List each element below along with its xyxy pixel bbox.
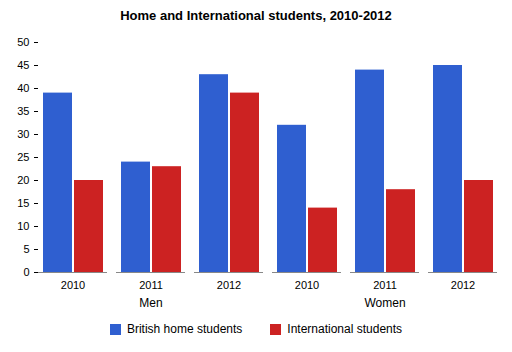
svg-text:2011: 2011 [139, 279, 163, 291]
svg-text:0: 0 [23, 266, 29, 278]
svg-text:2010: 2010 [295, 279, 319, 291]
svg-text:2011: 2011 [373, 279, 397, 291]
html-text:Home and International student: Home and International students, 2010-20… [120, 8, 392, 23]
html-text:International students: International students [287, 322, 403, 336]
svg-text:15: 15 [17, 197, 29, 209]
svg-text:20: 20 [17, 174, 29, 186]
svg-text:2010: 2010 [61, 279, 85, 291]
svg-text:Women: Women [364, 296, 405, 310]
svg-text:25: 25 [17, 151, 29, 163]
svg-text:10: 10 [17, 220, 29, 232]
svg-text:5: 5 [23, 243, 29, 255]
svg-text:30: 30 [17, 128, 29, 140]
html-text:British home students: British home students [126, 322, 243, 336]
svg-text:40: 40 [17, 82, 29, 94]
svg-text:2012: 2012 [451, 279, 475, 291]
svg-text:Men: Men [139, 296, 162, 310]
svg-text:45: 45 [17, 59, 29, 71]
svg-text:35: 35 [17, 105, 29, 117]
svg-text:2012: 2012 [217, 279, 241, 291]
svg-text:50: 50 [17, 36, 29, 48]
